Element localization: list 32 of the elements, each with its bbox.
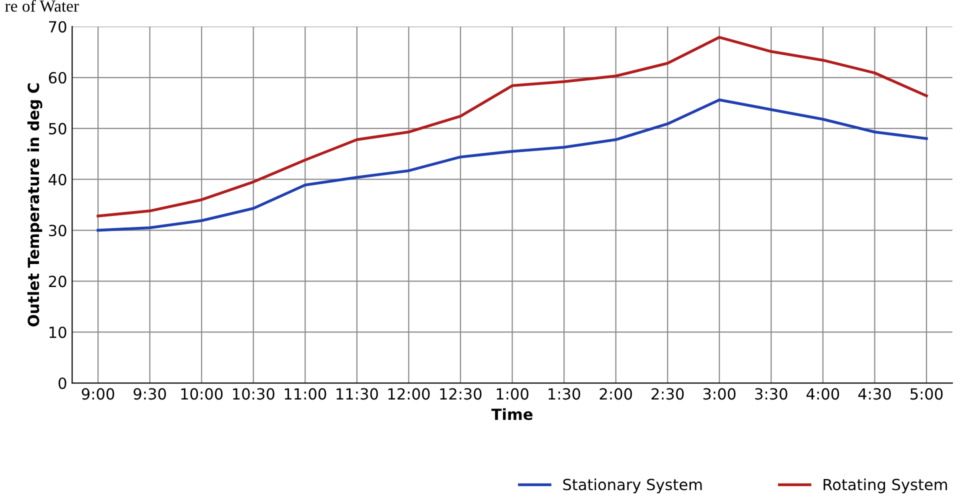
y-tick-label: 0 (58, 377, 66, 390)
legend-label: Stationary System (563, 478, 702, 494)
y-tick-label: 70 (49, 21, 66, 33)
x-tick-label: 1:30 (548, 388, 580, 400)
x-axis-title: Time (491, 408, 532, 420)
chart-title: re of Water (5, 0, 79, 12)
x-tick-label: 2:00 (600, 388, 632, 400)
y-axis-title: Outlet Temperature in deg C (27, 83, 42, 326)
y-tick-label: 60 (48, 72, 66, 84)
x-tick-label: 3:00 (703, 388, 736, 400)
x-tick-label: 10:30 (233, 388, 274, 400)
y-tick-label: 20 (48, 276, 66, 288)
x-tick-label: 9:00 (82, 388, 114, 400)
y-tick-label: 10 (50, 326, 66, 338)
line-series (96, 36, 928, 218)
y-tick-label: 30 (49, 224, 66, 236)
x-tick-label: 10:00 (181, 388, 223, 400)
line-series (96, 98, 928, 232)
x-tick-label: 3:30 (755, 388, 788, 400)
x-tick-label: 5:00 (910, 388, 943, 400)
x-tick-label: 12:00 (388, 388, 430, 400)
x-tick-label: 11:30 (336, 388, 378, 400)
x-tick-label: 4:00 (806, 388, 840, 400)
y-tick-label: 40 (48, 174, 66, 186)
legend-label: Rotating System (824, 478, 947, 494)
x-tick-label: 9:30 (134, 388, 166, 400)
y-tick-label: 50 (49, 122, 66, 134)
x-tick-label: 11:00 (284, 388, 326, 400)
x-tick-label: 12:30 (440, 388, 482, 400)
x-tick-label: 1:00 (496, 388, 528, 400)
x-tick-label: 2:30 (652, 388, 684, 400)
x-tick-label: 4:30 (858, 388, 891, 400)
